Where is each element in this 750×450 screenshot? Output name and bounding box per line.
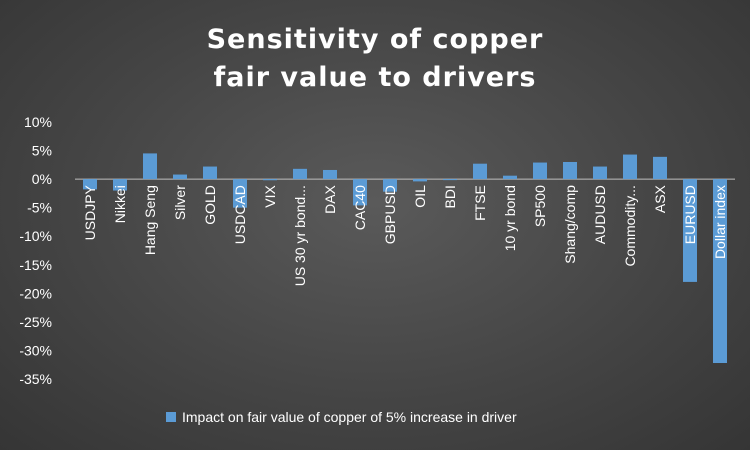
bar-vix <box>263 179 277 181</box>
category-label: Hang Seng <box>142 185 158 255</box>
chart-title-line-1: Sensitivity of copper <box>207 24 544 55</box>
category-label: EURUSD <box>682 185 698 244</box>
category-label: Silver <box>172 185 188 220</box>
category-label: AUDUSD <box>592 185 608 244</box>
y-tick-label: 5% <box>32 143 52 159</box>
y-tick-label: -30% <box>19 342 52 358</box>
y-tick-label: -25% <box>19 314 52 330</box>
bar-gold <box>203 166 217 180</box>
bar-bdi <box>443 179 457 181</box>
category-label: Nikkei <box>112 185 128 223</box>
category-label: US 30 yr bond... <box>292 185 308 286</box>
y-tick-label: -5% <box>27 200 52 216</box>
bar-10-yr-bond <box>503 175 517 180</box>
category-label: Commodity... <box>622 185 638 266</box>
y-tick-label: -10% <box>19 228 52 244</box>
legend-swatch <box>166 412 176 422</box>
bar-ftse <box>473 163 487 180</box>
y-tick-label: -15% <box>19 257 52 273</box>
bars <box>83 153 727 364</box>
bar-cac40 <box>353 179 367 206</box>
bar-us-30-yr-bond <box>293 168 307 180</box>
bar-asx <box>653 156 667 180</box>
y-tick-label: -20% <box>19 285 52 301</box>
bar-hang-seng <box>143 153 157 180</box>
category-label: FTSE <box>472 185 488 221</box>
legend-label: Impact on fair value of copper of 5% inc… <box>182 409 517 425</box>
bar-shang-comp <box>563 161 577 180</box>
category-label: Dollar index <box>712 185 728 259</box>
category-label: USDJPY <box>82 184 98 240</box>
category-label: 10 yr bond <box>502 185 518 251</box>
bar-dax <box>323 169 337 180</box>
bar-usdcad <box>233 179 247 208</box>
category-label: SP500 <box>532 185 548 227</box>
bar-sp500 <box>533 162 547 180</box>
bar-audusd <box>593 166 607 180</box>
chart-title: Sensitivity of copper fair value to drive… <box>207 24 544 93</box>
bar-oil <box>413 179 427 182</box>
bar-usdjpy <box>83 179 97 190</box>
bar-gbpusd <box>383 179 397 192</box>
y-tick-label: 10% <box>24 114 52 130</box>
chart-title-line-2: fair value to drivers <box>214 62 537 93</box>
category-label: CAC40 <box>352 185 368 230</box>
category-label: ASX <box>652 184 668 213</box>
category-label: DAX <box>322 184 338 213</box>
category-label: Shang/comp <box>562 185 578 264</box>
bar-commodity <box>623 154 637 180</box>
y-tick-label: -35% <box>19 371 52 387</box>
bar-silver <box>173 174 187 180</box>
category-label: GBPUSD <box>382 185 398 244</box>
category-label: USDCAD <box>232 185 248 244</box>
y-tick-label: 0% <box>32 171 52 187</box>
bar-eurusd <box>683 179 697 282</box>
category-label: GOLD <box>202 185 218 225</box>
category-label: OIL <box>412 185 428 208</box>
category-label: VIX <box>262 184 278 207</box>
bar-dollar-index <box>713 179 727 364</box>
category-label: BDI <box>442 185 458 208</box>
category-labels: USDJPY Nikkei Hang Seng Silver GOLD USDCAD VIX… <box>82 184 728 286</box>
bar-nikkei <box>113 179 127 191</box>
legend: Impact on fair value of copper of 5% inc… <box>166 409 517 425</box>
